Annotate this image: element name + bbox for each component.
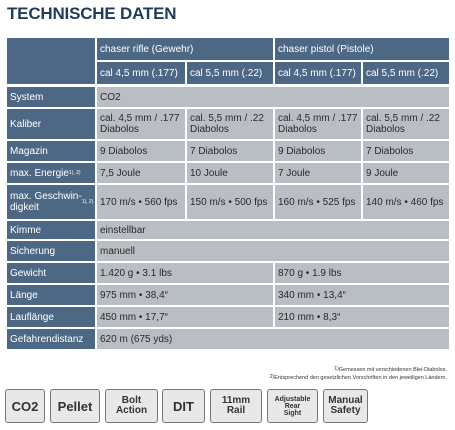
- data-cell: cal. 5,5 mm / .22 Diabolos: [187, 109, 273, 139]
- icon-text: Action: [115, 405, 148, 416]
- data-cell: 7 Diabolos: [363, 141, 449, 161]
- label-text: System: [10, 91, 44, 103]
- data-cell: CO2: [97, 87, 449, 107]
- row-label: Magazin: [7, 141, 95, 161]
- label-footnote-mark: 1), 2): [68, 169, 81, 176]
- data-cell: 9 Diabolos: [275, 141, 361, 161]
- feature-icon: Adjustable Rear Sight: [267, 389, 318, 423]
- label-text: Gefahrendistanz: [10, 333, 84, 345]
- icon-text: Rear: [284, 402, 301, 410]
- data-cell: 9 Diabolos: [97, 141, 185, 161]
- caliber-header: cal 5,5 mm (.22): [363, 62, 449, 84]
- data-cell: einstellbar: [97, 221, 449, 239]
- label-text: Gewicht: [10, 267, 47, 279]
- icon-text: Safety: [330, 405, 361, 416]
- data-cell: 140 m/s • 460 fps: [363, 185, 449, 219]
- data-cell: cal. 4,5 mm / .177 Diabolos: [275, 109, 361, 139]
- feature-icon: 11mm Rail: [210, 389, 262, 423]
- feature-icon: Pellet: [50, 389, 100, 423]
- label-footnote-mark: 1), 2): [81, 198, 94, 205]
- icon-text: Sight: [283, 409, 302, 417]
- icon-text: Manual: [328, 395, 363, 406]
- row-label: Gewicht: [7, 263, 95, 283]
- footnote-mark: 1): [334, 366, 339, 372]
- data-cell: 7 Diabolos: [187, 141, 273, 161]
- data-cell: 620 m (675 yds): [97, 329, 449, 349]
- icon-text: DIT: [173, 398, 194, 414]
- caliber-header: cal 4,5 mm (.177): [275, 62, 361, 84]
- footnote-text: Gemessen mit verschiedenen Blei-Diabolos…: [338, 367, 447, 373]
- data-cell: 450 mm • 17,7“: [97, 307, 273, 327]
- feature-icon: CO2: [5, 389, 45, 423]
- data-cell: 340 mm • 13,4“: [275, 285, 449, 305]
- feature-icon: Manual Safety: [323, 389, 368, 423]
- feature-icon: Bolt Action: [105, 389, 158, 423]
- caliber-header: cal 4,5 mm (.177): [97, 62, 185, 84]
- data-cell: 975 mm • 38,4“: [97, 285, 273, 305]
- label-text: max. Geschwin- digkeit: [10, 191, 82, 213]
- label-text: Sicherung: [10, 245, 56, 257]
- title: TECHNISCHE DATEN: [7, 4, 177, 23]
- row-label: Kimme: [7, 221, 95, 239]
- data-cell: manuell: [97, 241, 449, 261]
- row-label: Gefahrendistanz: [7, 329, 95, 349]
- feature-icon: DIT: [162, 389, 205, 423]
- row-label: max. Energie 1), 2): [7, 163, 95, 183]
- row-label: Lauflänge: [7, 307, 95, 327]
- data-cell: cal. 4,5 mm / .177 Diabolos: [97, 109, 185, 139]
- data-cell: 7,5 Joule: [97, 163, 185, 183]
- label-text: max. Energie: [10, 167, 69, 179]
- label-text: Kaliber: [10, 118, 42, 130]
- footnote-text: Entsprechend den gesetzlichen Vorschrift…: [274, 375, 447, 381]
- caliber-header: cal 5,5 mm (.22): [187, 62, 273, 84]
- label-text: Lauflänge: [10, 311, 54, 323]
- data-cell: 170 m/s • 560 fps: [97, 185, 185, 219]
- row-label: System: [7, 87, 95, 107]
- icon-text: 11mm: [221, 395, 251, 406]
- data-cell: 870 g • 1.9 lbs: [275, 263, 449, 283]
- label-text: Länge: [10, 289, 38, 301]
- data-cell: 150 m/s • 500 fps: [187, 185, 273, 219]
- model-header: chaser pistol (Pistole): [275, 38, 449, 60]
- model-header: chaser rifle (Gewehr): [97, 38, 273, 60]
- row-label: Kaliber: [7, 109, 95, 139]
- icon-text: Adjustable: [274, 395, 311, 403]
- data-cell: cal. 5,5 mm / .22 Diabolos: [363, 109, 449, 139]
- icon-text: Pellet: [57, 398, 93, 414]
- data-cell: 160 m/s • 525 fps: [275, 185, 361, 219]
- row-label: max. Geschwin- digkeit 1), 2): [7, 185, 95, 219]
- row-label: Sicherung: [7, 241, 95, 261]
- footnote: 1)Gemessen mit verschiedenen Blei-Diabol…: [334, 366, 447, 374]
- label-text: Kimme: [10, 224, 42, 236]
- label-text: Magazin: [10, 145, 48, 157]
- data-cell: 1.420 g • 3.1 lbs: [97, 263, 273, 283]
- data-cell: 7 Joule: [275, 163, 361, 183]
- icon-text: Rail: [226, 405, 246, 416]
- footnote-mark: 2): [269, 374, 275, 380]
- data-cell: 9 Joule: [363, 163, 449, 183]
- data-cell: 210 mm • 8,3“: [275, 307, 449, 327]
- row-label: Länge: [7, 285, 95, 305]
- header-corner: [7, 38, 95, 84]
- icon-text: CO2: [11, 398, 39, 414]
- icon-text: Bolt: [121, 395, 142, 406]
- footnote: 2)Entsprechend den gesetzlichen Vorschri…: [269, 374, 447, 382]
- data-cell: 10 Joule: [187, 163, 273, 183]
